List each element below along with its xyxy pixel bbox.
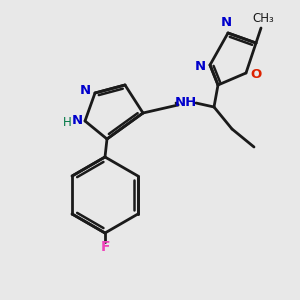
Text: N: N <box>220 16 232 29</box>
Text: N: N <box>71 115 82 128</box>
Text: N: N <box>194 61 206 74</box>
Text: O: O <box>250 68 262 82</box>
Text: H: H <box>63 116 71 130</box>
Text: N: N <box>80 85 91 98</box>
Text: NH: NH <box>175 97 197 110</box>
Text: F: F <box>100 240 110 254</box>
Text: CH₃: CH₃ <box>252 11 274 25</box>
